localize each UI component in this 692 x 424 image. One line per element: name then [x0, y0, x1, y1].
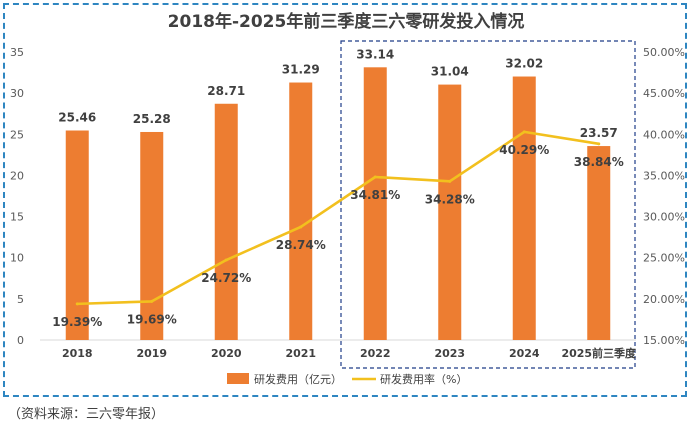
rate-value-label: 24.72% — [201, 271, 251, 285]
bar-value-label: 31.04 — [431, 65, 469, 79]
y-left-tick-label: 5 — [17, 293, 24, 306]
y-right-tick-label: 30.00% — [643, 211, 685, 224]
rate-point — [299, 225, 303, 229]
bar-value-label: 31.29 — [282, 63, 320, 77]
y-right-tick-label: 45.00% — [643, 87, 685, 100]
bar — [65, 130, 89, 340]
rate-point — [373, 175, 377, 179]
bar-value-label: 32.02 — [505, 57, 543, 71]
bar — [214, 103, 238, 340]
rate-value-label: 40.29% — [499, 143, 549, 157]
bar-value-label: 33.14 — [356, 47, 394, 61]
rate-value-label: 19.39% — [52, 315, 102, 329]
y-left-tick-label: 10 — [10, 252, 24, 265]
rate-value-label: 34.28% — [425, 192, 475, 206]
x-tick-label: 2018 — [62, 347, 93, 360]
rate-line — [77, 130, 599, 306]
rate-value-label: 38.84% — [574, 155, 624, 169]
rate-point — [522, 130, 526, 134]
rate-point — [448, 179, 452, 183]
bar — [438, 84, 462, 340]
bar — [289, 82, 313, 340]
y-right-tick-label: 40.00% — [643, 128, 685, 141]
bar-value-label: 25.28 — [133, 112, 171, 126]
y-right-tick-label: 35.00% — [643, 169, 685, 182]
source-note: （资料来源：三六零年报） — [8, 407, 165, 422]
y-right-tick-label: 15.00% — [643, 334, 685, 347]
highlight-box — [340, 40, 636, 369]
bar-value-label: 25.46 — [58, 111, 96, 125]
bar — [587, 146, 611, 340]
x-tick-label: 2020 — [211, 347, 242, 360]
y-left-tick-label: 20 — [10, 169, 24, 182]
chart-border — [3, 3, 687, 397]
y-left-tick-label: 35 — [10, 46, 24, 59]
y-right-tick-label: 20.00% — [643, 293, 685, 306]
rate-point — [224, 258, 228, 262]
rate-value-label: 28.74% — [276, 238, 326, 252]
x-tick-label: 2023 — [434, 347, 465, 360]
x-tick-label: 2022 — [360, 347, 391, 360]
x-tick-label: 2021 — [285, 347, 316, 360]
y-right-tick-label: 50.00% — [643, 46, 685, 59]
x-tick-label: 2019 — [136, 347, 167, 360]
bar — [363, 67, 387, 340]
x-tick-label: 2024 — [509, 347, 540, 360]
legend-swatch-bar — [227, 373, 249, 384]
rate-point — [75, 302, 79, 306]
bar — [512, 76, 536, 340]
y-left-tick-label: 30 — [10, 87, 24, 100]
chart-title: 2018年-2025年前三季度三六零研发投入情况 — [167, 12, 525, 32]
legend-label-line: 研发费用率（%） — [380, 372, 467, 386]
rate-value-label: 19.69% — [127, 312, 177, 326]
rate-point — [150, 299, 154, 303]
x-tick-label: 2025前三季度 — [561, 346, 637, 360]
legend-label-bar: 研发费用（亿元） — [254, 372, 342, 386]
y-left-tick-label: 0 — [17, 334, 24, 347]
bar — [140, 131, 164, 340]
rate-point — [597, 142, 601, 146]
bar-value-label: 28.71 — [207, 84, 245, 98]
rate-value-label: 34.81% — [350, 188, 400, 202]
y-left-tick-label: 25 — [10, 128, 24, 141]
bar-value-label: 23.57 — [580, 126, 618, 140]
y-right-tick-label: 25.00% — [643, 252, 685, 265]
y-left-tick-label: 15 — [10, 211, 24, 224]
